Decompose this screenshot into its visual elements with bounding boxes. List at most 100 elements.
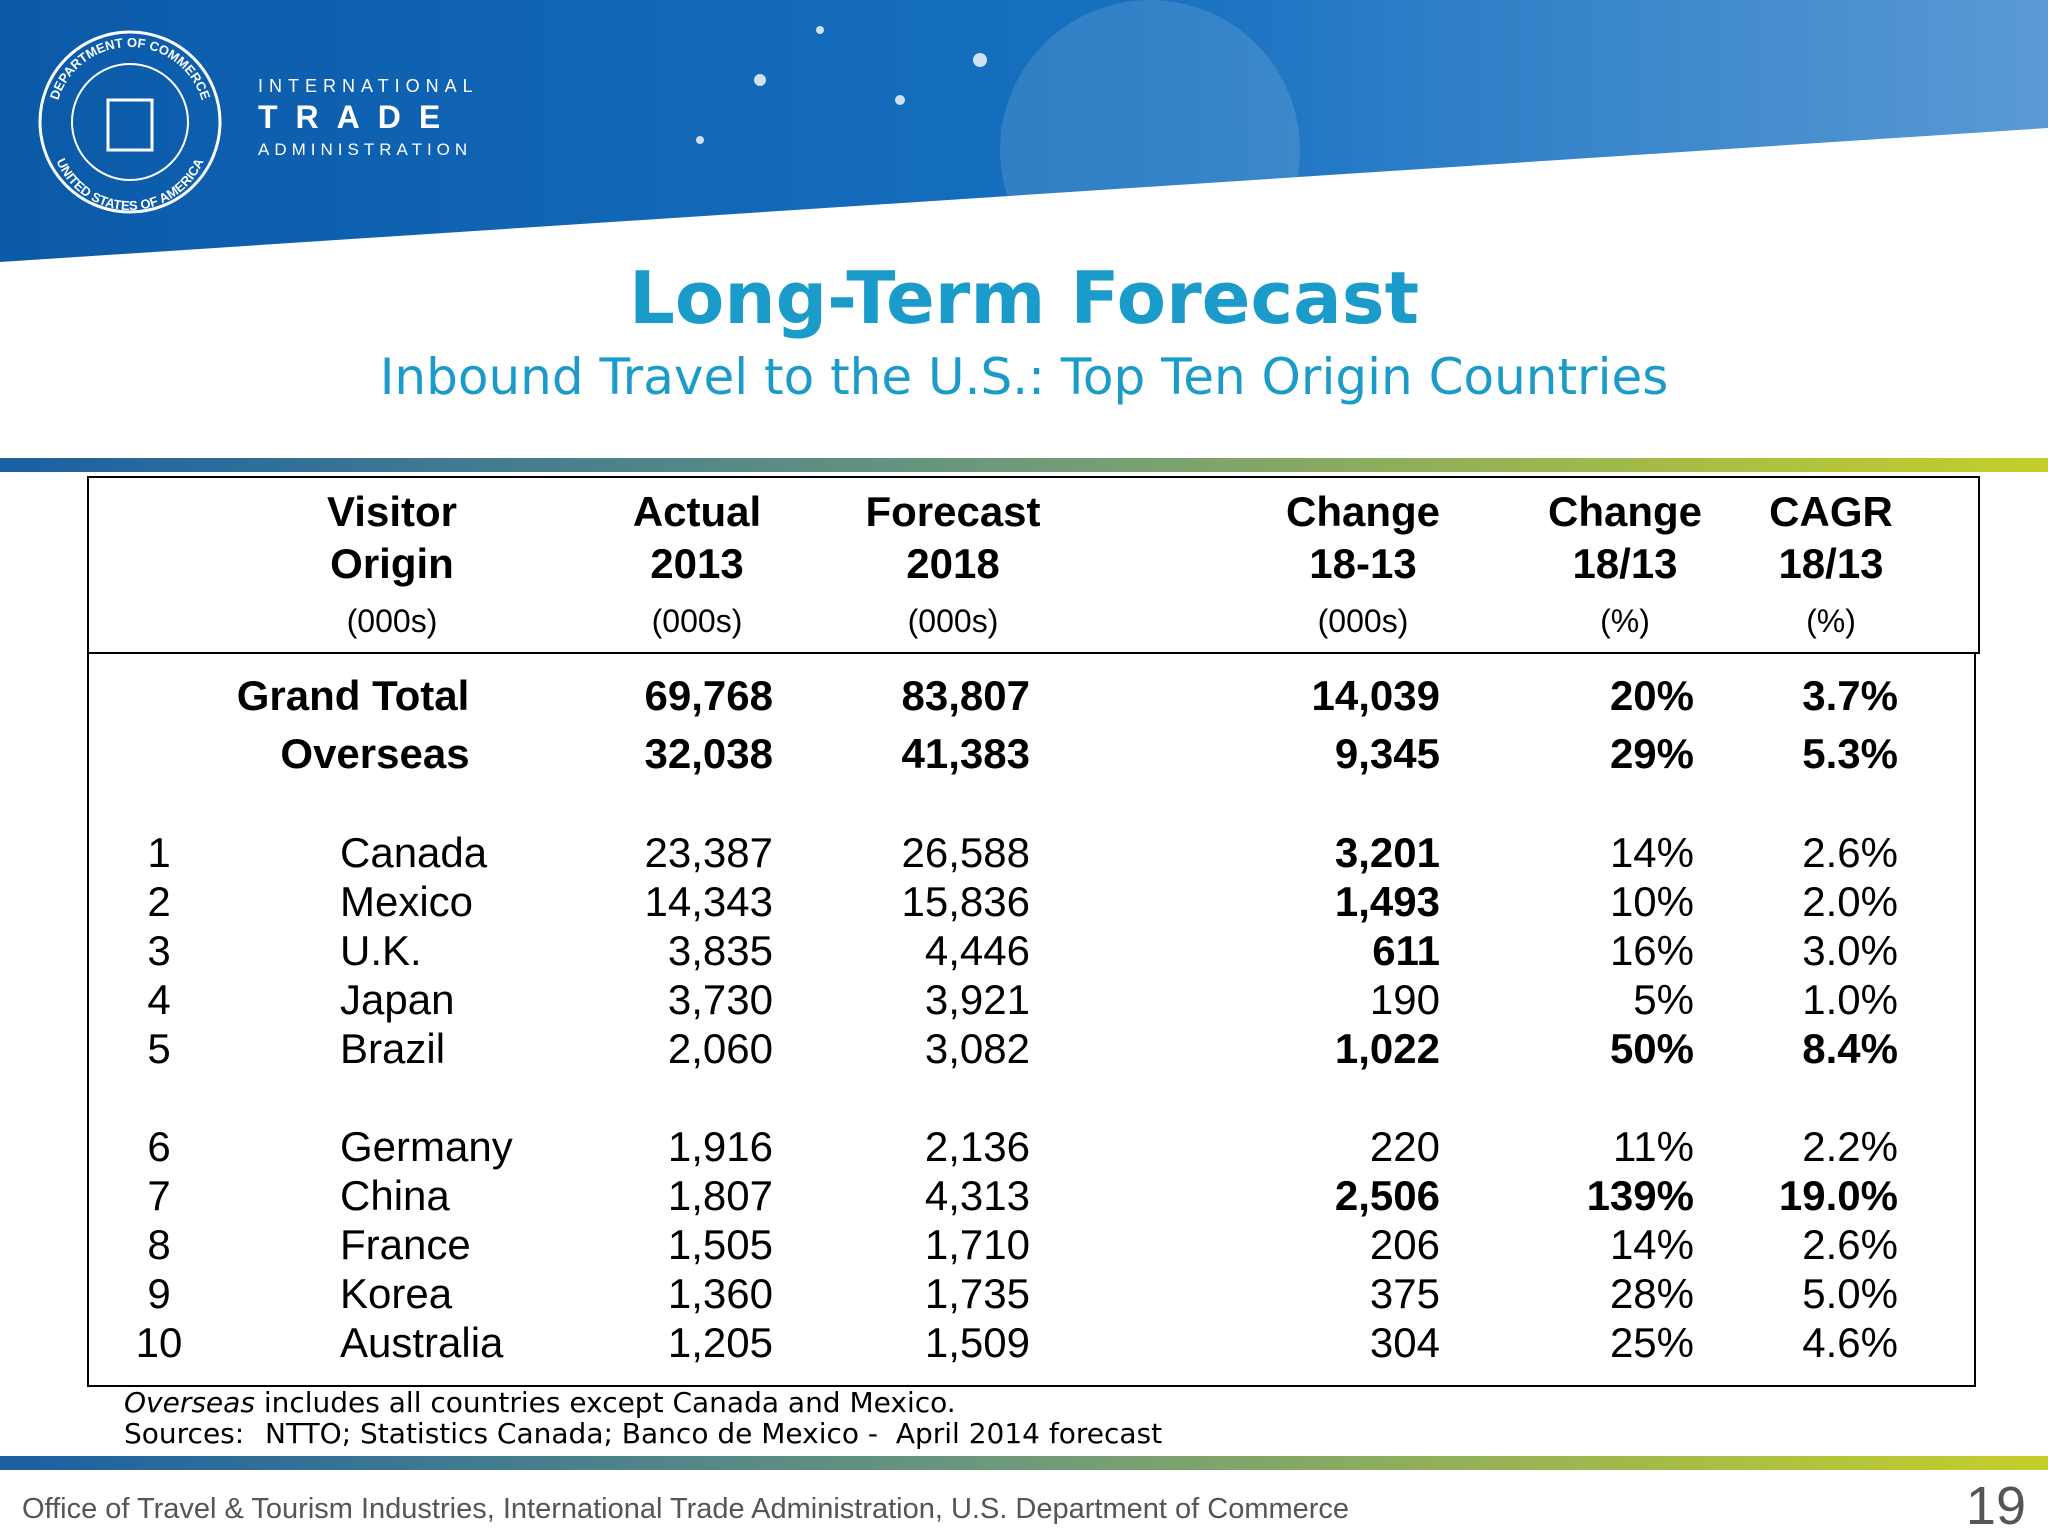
header-cell: Forecast bbox=[865, 488, 1040, 535]
value-cell: 32,038 bbox=[645, 730, 773, 777]
note-emphasis: Overseas bbox=[124, 1386, 255, 1419]
rank-cell: 2 bbox=[147, 878, 170, 925]
value-cell: 3,201 bbox=[1335, 829, 1440, 876]
org-line: INTERNATIONAL bbox=[258, 76, 479, 96]
value-cell: 2.6% bbox=[1802, 829, 1898, 876]
value-cell: 1,505 bbox=[668, 1221, 773, 1268]
value-cell: 3.7% bbox=[1802, 672, 1898, 719]
divider-bar bbox=[0, 1456, 2048, 1470]
origin-cell: Mexico bbox=[340, 878, 473, 925]
rank-cell: 8 bbox=[147, 1221, 170, 1268]
origin-cell: Germany bbox=[340, 1123, 513, 1170]
value-cell: 1,916 bbox=[668, 1123, 773, 1170]
rank-cell: 4 bbox=[147, 976, 170, 1023]
header-unit: (000s) bbox=[347, 603, 438, 639]
value-cell: 3,730 bbox=[668, 976, 773, 1023]
header-cell: 18/13 bbox=[1778, 540, 1883, 587]
value-cell: 28% bbox=[1610, 1270, 1694, 1317]
globe bbox=[1000, 0, 1300, 300]
rank-cell: 7 bbox=[147, 1172, 170, 1219]
value-cell: 611 bbox=[1372, 927, 1440, 974]
header-cell: Origin bbox=[330, 540, 454, 587]
value-cell: 50% bbox=[1610, 1025, 1694, 1072]
page-number: 19 bbox=[1966, 1476, 2026, 1536]
rank-cell: 6 bbox=[147, 1123, 170, 1170]
note-text: includes all countries except Canada and… bbox=[255, 1386, 956, 1419]
header-cell: 18-13 bbox=[1309, 540, 1416, 587]
value-cell: 1,710 bbox=[925, 1221, 1030, 1268]
value-cell: 83,807 bbox=[902, 672, 1030, 719]
header-unit: (%) bbox=[1806, 603, 1856, 639]
value-cell: 1.0% bbox=[1802, 976, 1898, 1023]
table: Visitor Origin (000s) Actual 2013 (000s) Forec… bbox=[136, 488, 1898, 1366]
value-cell: 3.0% bbox=[1802, 927, 1898, 974]
value-cell: 2.6% bbox=[1802, 1221, 1898, 1268]
value-cell: 15,836 bbox=[902, 878, 1030, 925]
value-cell: 10% bbox=[1610, 878, 1694, 925]
rank-cell: 9 bbox=[147, 1270, 170, 1317]
value-cell: 206 bbox=[1370, 1221, 1440, 1268]
origin-cell: Korea bbox=[340, 1270, 453, 1317]
value-cell: 1,735 bbox=[925, 1270, 1030, 1317]
value-cell: 4,313 bbox=[925, 1172, 1030, 1219]
value-cell: 4.6% bbox=[1802, 1319, 1898, 1366]
sources-label: Sources: bbox=[124, 1417, 244, 1450]
org-line: ADMINISTRATION bbox=[258, 140, 472, 159]
value-cell: 2.2% bbox=[1802, 1123, 1898, 1170]
header-cell: Change bbox=[1286, 488, 1440, 535]
value-cell: 5.0% bbox=[1802, 1270, 1898, 1317]
origin-cell: Overseas bbox=[280, 730, 469, 777]
value-cell: 69,768 bbox=[645, 672, 773, 719]
origin-cell: China bbox=[340, 1172, 450, 1219]
value-cell: 20% bbox=[1610, 672, 1694, 719]
value-cell: 1,807 bbox=[668, 1172, 773, 1219]
value-cell: 220 bbox=[1370, 1123, 1440, 1170]
origin-cell: Canada bbox=[340, 829, 488, 876]
rank-cell: 1 bbox=[147, 829, 170, 876]
header-cell: CAGR bbox=[1769, 488, 1893, 535]
value-cell: 304 bbox=[1370, 1319, 1440, 1366]
value-cell: 2,136 bbox=[925, 1123, 1030, 1170]
header-band bbox=[0, 0, 2048, 262]
rank-cell: 10 bbox=[136, 1319, 183, 1366]
value-cell: 14% bbox=[1610, 829, 1694, 876]
value-cell: 139% bbox=[1587, 1172, 1694, 1219]
org-line: TRADE bbox=[258, 99, 458, 135]
value-cell: 4,446 bbox=[925, 927, 1030, 974]
origin-cell: Australia bbox=[340, 1319, 504, 1366]
value-cell: 1,022 bbox=[1335, 1025, 1440, 1072]
value-cell: 29% bbox=[1610, 730, 1694, 777]
header-unit: (000s) bbox=[652, 603, 743, 639]
origin-cell: Brazil bbox=[340, 1025, 445, 1072]
header-unit: (000s) bbox=[1318, 603, 1409, 639]
header-unit: (%) bbox=[1600, 603, 1650, 639]
value-cell: 19.0% bbox=[1779, 1172, 1898, 1219]
value-cell: 5.3% bbox=[1802, 730, 1898, 777]
value-cell: 1,509 bbox=[925, 1319, 1030, 1366]
stars bbox=[696, 26, 987, 144]
value-cell: 1,205 bbox=[668, 1319, 773, 1366]
origin-cell: Japan bbox=[340, 976, 454, 1023]
value-cell: 23,387 bbox=[645, 829, 773, 876]
footer-text: Office of Travel & Tourism Industries, I… bbox=[22, 1493, 1349, 1525]
value-cell: 14,343 bbox=[645, 878, 773, 925]
origin-cell: U.K. bbox=[340, 927, 422, 974]
subtitle: Inbound Travel to the U.S.: Top Ten Orig… bbox=[380, 348, 1669, 406]
value-cell: 2.0% bbox=[1802, 878, 1898, 925]
header-cell: 18/13 bbox=[1572, 540, 1677, 587]
value-cell: 3,082 bbox=[925, 1025, 1030, 1072]
value-cell: 14% bbox=[1610, 1221, 1694, 1268]
header-unit: (000s) bbox=[908, 603, 999, 639]
value-cell: 1,493 bbox=[1335, 878, 1440, 925]
rank-cell: 5 bbox=[147, 1025, 170, 1072]
value-cell: 2,060 bbox=[668, 1025, 773, 1072]
header-cell: Visitor bbox=[327, 488, 457, 535]
value-cell: 9,345 bbox=[1335, 730, 1440, 777]
value-cell: 2,506 bbox=[1335, 1172, 1440, 1219]
header-cell: 2018 bbox=[906, 540, 999, 587]
sources: NTTO; Statistics Canada; Banco de Mexico… bbox=[265, 1417, 1162, 1450]
value-cell: 1,360 bbox=[668, 1270, 773, 1317]
note: Overseas includes all countries except C… bbox=[124, 1386, 956, 1419]
value-cell: 16% bbox=[1610, 927, 1694, 974]
